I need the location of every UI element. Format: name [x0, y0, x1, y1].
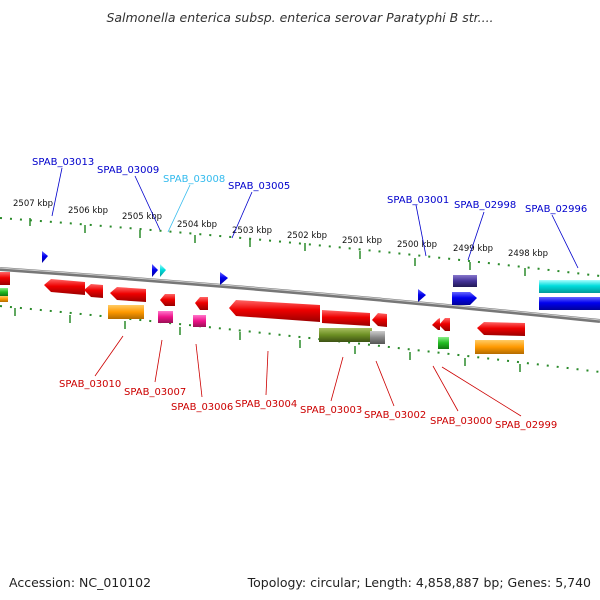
lower-gene-labels: SPAB_03010 SPAB_03007 SPAB_03006 SPAB_03…	[59, 335, 557, 431]
forward-gene-box[interactable]	[539, 280, 600, 293]
forward-features[interactable]	[42, 251, 600, 310]
gene-label-lower[interactable]: SPAB_03006	[171, 402, 233, 413]
genome-summary-text: Topology: circular; Length: 4,858,887 bp…	[247, 575, 591, 590]
gene-label-lower[interactable]: SPAB_03007	[124, 387, 186, 398]
reverse-gene-arrow[interactable]	[477, 322, 525, 336]
gene-label-upper[interactable]: SPAB_02996	[525, 204, 587, 215]
reverse-gene-box[interactable]	[0, 296, 8, 302]
kbp-label: 2504 kbp	[177, 220, 217, 230]
gene-label-lower[interactable]: SPAB_02999	[495, 420, 557, 431]
reverse-gene-box[interactable]	[193, 315, 206, 327]
gene-label-upper[interactable]: SPAB_02998	[454, 200, 516, 211]
reverse-gene-box[interactable]	[158, 311, 173, 323]
reverse-gene-box[interactable]	[370, 331, 385, 344]
forward-gene-marker[interactable]	[152, 264, 158, 277]
kbp-labels: 2507 kbp 2506 kbp 2505 kbp 2504 kbp 2503…	[13, 199, 548, 259]
upper-gene-labels: SPAB_03013 SPAB_03009 SPAB_03008 SPAB_03…	[32, 157, 587, 269]
gene-label-lower[interactable]: SPAB_03010	[59, 379, 121, 390]
gene-label-lower[interactable]: SPAB_03000	[430, 416, 492, 427]
reverse-gene-arrow[interactable]	[322, 310, 370, 326]
kbp-label: 2500 kbp	[397, 240, 437, 250]
reverse-gene-arrow[interactable]	[195, 297, 208, 310]
reverse-gene-arrow[interactable]	[439, 318, 450, 331]
forward-gene-box[interactable]	[539, 297, 600, 310]
reverse-gene-arrow[interactable]	[372, 313, 387, 327]
forward-gene-marker[interactable]	[452, 292, 477, 305]
forward-gene-marker[interactable]	[220, 272, 228, 285]
kbp-label: 2505 kbp	[122, 212, 162, 222]
reverse-gene-arrow[interactable]	[160, 294, 175, 306]
forward-gene-box[interactable]	[453, 275, 477, 287]
forward-gene-marker[interactable]	[160, 264, 166, 277]
kbp-label: 2501 kbp	[342, 236, 382, 246]
reverse-gene-arrow[interactable]	[110, 287, 146, 302]
reverse-gene-box[interactable]	[0, 272, 10, 285]
kbp-label: 2498 kbp	[508, 249, 548, 259]
kbp-label: 2499 kbp	[453, 244, 493, 254]
genome-title: Salmonella enterica subsp. enterica sero…	[106, 10, 493, 25]
reverse-gene-box[interactable]	[0, 288, 8, 296]
gene-label-lower[interactable]: SPAB_03004	[235, 399, 297, 410]
gene-label-upper[interactable]: SPAB_03013	[32, 157, 94, 168]
lower-tick-row	[0, 305, 600, 373]
reverse-gene-arrow[interactable]	[432, 318, 440, 330]
kbp-label: 2507 kbp	[13, 199, 53, 209]
gene-label-upper[interactable]: SPAB_03005	[228, 181, 290, 192]
reverse-gene-box[interactable]	[438, 337, 449, 349]
forward-gene-marker[interactable]	[418, 289, 426, 302]
reverse-gene-box[interactable]	[108, 305, 144, 319]
reverse-gene-arrow[interactable]	[84, 284, 103, 298]
kbp-label: 2503 kbp	[232, 226, 272, 236]
gene-label-upper[interactable]: SPAB_03001	[387, 195, 449, 206]
accession-text: Accession: NC_010102	[9, 575, 151, 590]
kbp-label: 2506 kbp	[68, 206, 108, 216]
reverse-gene-box[interactable]	[475, 340, 524, 354]
reverse-gene-arrow[interactable]	[229, 300, 320, 322]
forward-gene-marker[interactable]	[42, 251, 48, 263]
reverse-gene-box[interactable]	[319, 328, 372, 342]
gene-label-lower[interactable]: SPAB_03002	[364, 410, 426, 421]
upper-tick-row	[0, 217, 600, 277]
gene-label-upper[interactable]: SPAB_03008	[163, 174, 225, 185]
gene-label-lower[interactable]: SPAB_03003	[300, 405, 362, 416]
kbp-label: 2502 kbp	[287, 231, 327, 241]
reverse-features[interactable]	[0, 272, 525, 354]
genome-backbone	[0, 267, 600, 323]
gene-label-upper[interactable]: SPAB_03009	[97, 165, 159, 176]
reverse-gene-arrow[interactable]	[44, 279, 85, 295]
